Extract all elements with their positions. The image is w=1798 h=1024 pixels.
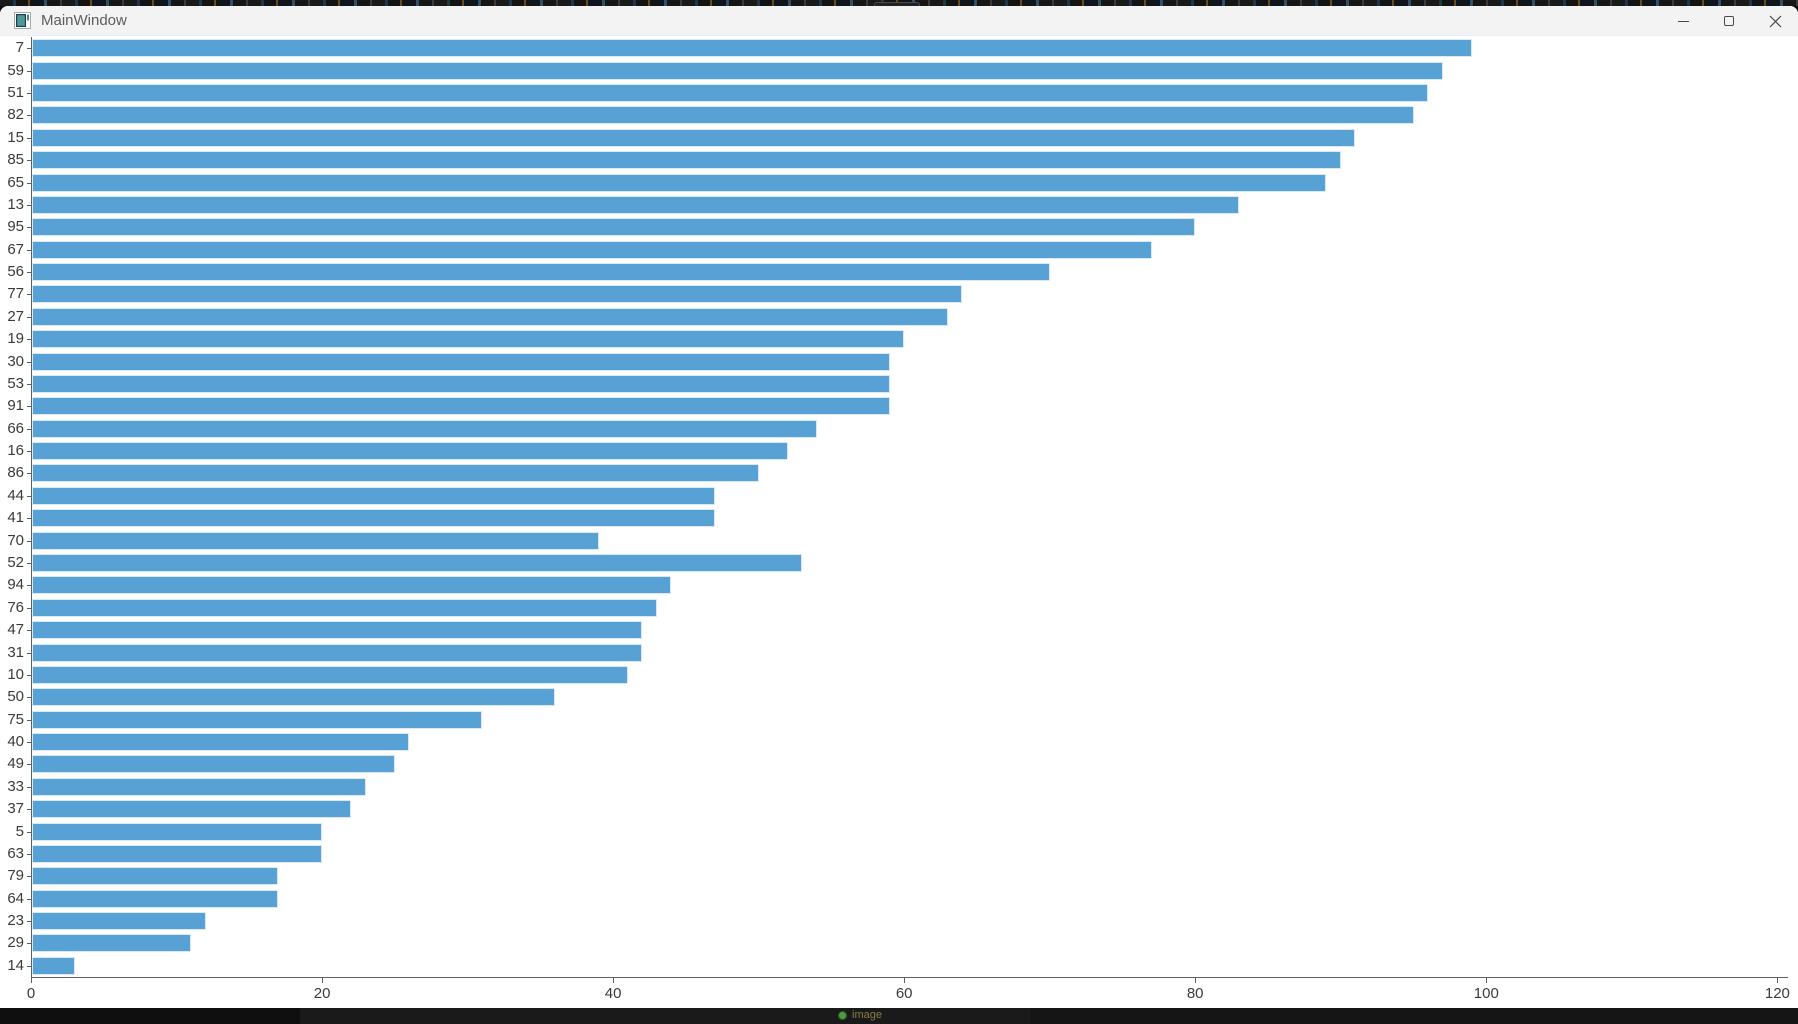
minimize-button[interactable] [1660, 6, 1706, 36]
taskbar-segment [1030, 1008, 1798, 1024]
close-button[interactable] [1752, 6, 1798, 36]
window-title: MainWindow [41, 12, 127, 29]
window-titlebar[interactable]: MainWindow [0, 6, 1798, 36]
close-icon [1769, 15, 1781, 27]
main-window: MainWindow [0, 6, 1798, 1008]
taskbar-segment [300, 1008, 1030, 1024]
window-controls [1660, 6, 1798, 36]
taskbar[interactable]: image [0, 1008, 1798, 1024]
maximize-button[interactable] [1706, 6, 1752, 36]
taskbar-app-label: image [852, 1009, 882, 1021]
taskbar-app-icon [838, 1011, 847, 1020]
maximize-icon [1724, 16, 1734, 26]
app-window-icon [14, 12, 31, 29]
taskbar-app-entry[interactable]: image [838, 1009, 882, 1021]
minimize-icon [1677, 20, 1689, 22]
